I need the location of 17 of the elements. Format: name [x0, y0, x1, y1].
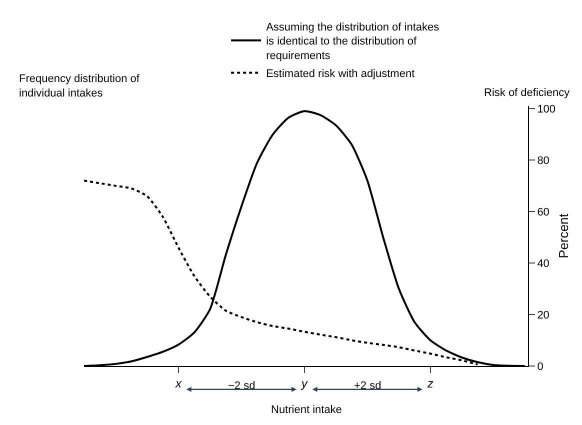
y-axis-title: Frequency distribution of individual intakes: [19, 73, 140, 100]
x-tick-label: x: [174, 376, 182, 390]
y2-tick-label: 40: [537, 258, 550, 270]
y2-tick-label: 80: [537, 154, 550, 167]
y2-tick-label: 20: [537, 309, 550, 322]
x-tick-label: z: [426, 376, 434, 390]
text: Risk of deficiency: [484, 87, 570, 99]
y2-tick-label: 0: [537, 360, 544, 373]
y2-axis-title: Percent: [556, 213, 572, 258]
text: +2 sd: [354, 380, 382, 392]
legend-label: Assuming the distribution of intakes is identical to the distribution of requirements: [266, 21, 440, 62]
legend-label: Estimated risk with adjustment: [266, 68, 415, 80]
y2-tick-label: 100: [537, 103, 556, 116]
text: −2 sd: [228, 380, 256, 392]
x-axis-title: Nutrient intake: [271, 404, 342, 416]
x-tick-label: y: [300, 376, 308, 390]
y2-tick-label: 60: [537, 206, 550, 218]
